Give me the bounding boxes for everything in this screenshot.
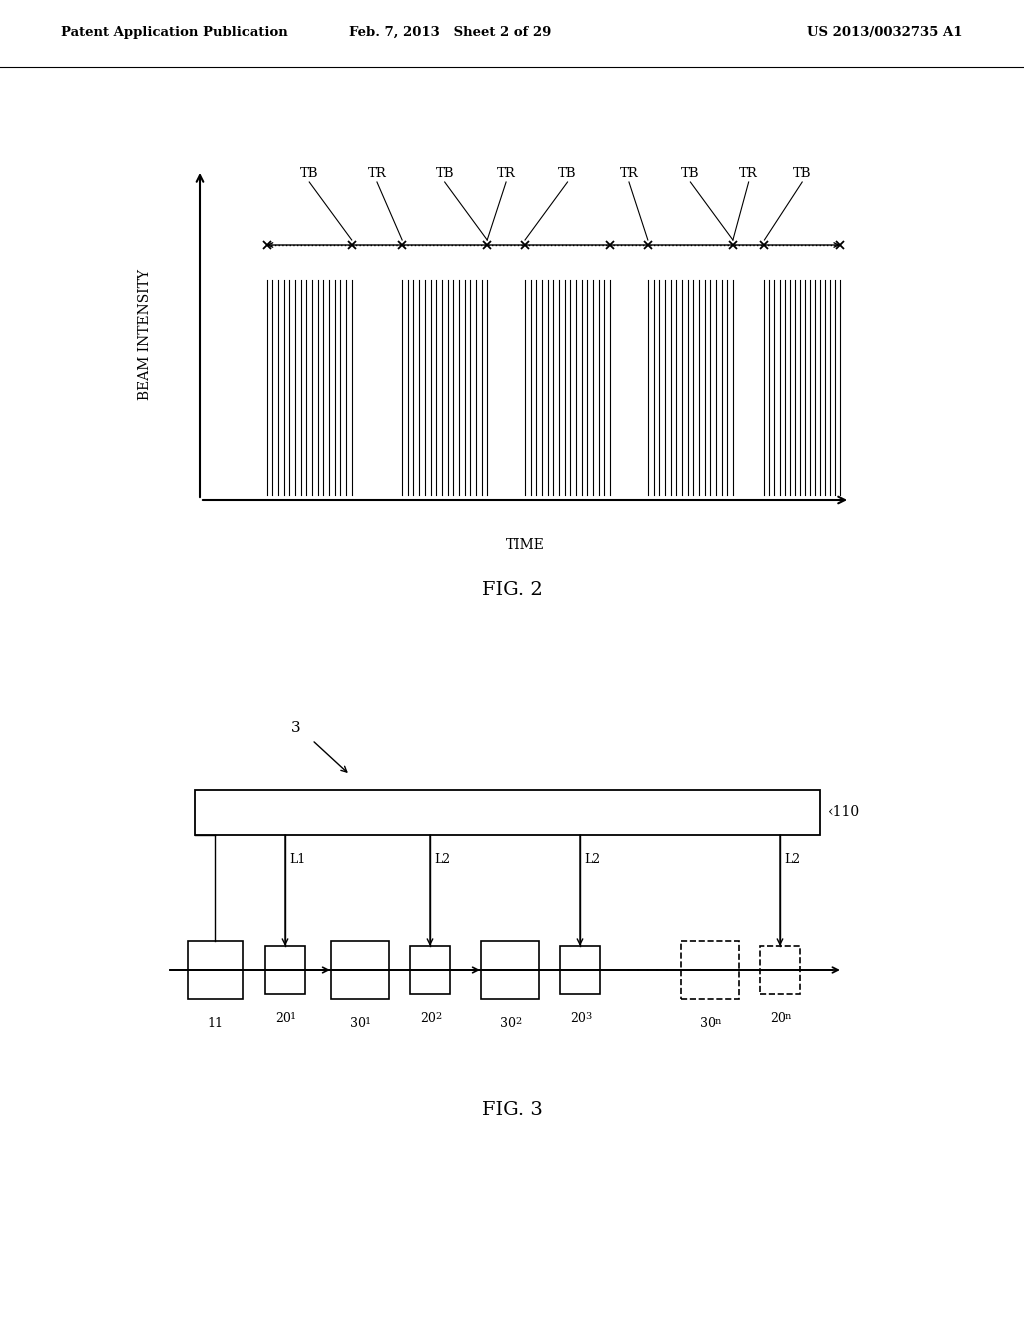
Text: 1: 1 xyxy=(365,1016,371,1026)
Text: . . . . .: . . . . . xyxy=(627,960,670,974)
Text: L2: L2 xyxy=(584,853,600,866)
Text: Feb. 7, 2013   Sheet 2 of 29: Feb. 7, 2013 Sheet 2 of 29 xyxy=(349,26,552,40)
Text: TR: TR xyxy=(368,168,386,180)
Text: BEAM INTENSITY: BEAM INTENSITY xyxy=(138,269,152,400)
Text: TB: TB xyxy=(300,168,318,180)
Text: ‹110: ‹110 xyxy=(828,805,860,820)
Text: TR: TR xyxy=(497,168,515,180)
Text: 20: 20 xyxy=(570,1012,586,1026)
Text: 2: 2 xyxy=(515,1016,521,1026)
Text: TR: TR xyxy=(620,168,638,180)
Text: 20: 20 xyxy=(770,1012,786,1026)
Text: US 2013/0032735 A1: US 2013/0032735 A1 xyxy=(807,26,963,40)
Text: L2: L2 xyxy=(784,853,800,866)
Bar xyxy=(481,941,539,999)
Text: 20: 20 xyxy=(420,1012,436,1026)
Text: 30: 30 xyxy=(350,1016,366,1030)
Text: 30: 30 xyxy=(700,1016,716,1030)
Bar xyxy=(681,941,739,999)
Text: Patent Application Publication: Patent Application Publication xyxy=(61,26,288,40)
Bar xyxy=(187,941,243,999)
Text: n: n xyxy=(715,1016,721,1026)
Bar xyxy=(560,946,600,994)
Text: L2: L2 xyxy=(434,853,451,866)
Text: 11: 11 xyxy=(207,1016,223,1030)
Bar xyxy=(331,941,389,999)
Text: 2: 2 xyxy=(435,1012,441,1020)
Bar xyxy=(265,946,305,994)
Bar xyxy=(195,789,820,836)
Text: 3: 3 xyxy=(585,1012,591,1020)
Bar xyxy=(760,946,800,994)
Text: L1: L1 xyxy=(289,853,305,866)
Text: 30: 30 xyxy=(500,1016,516,1030)
Text: TB: TB xyxy=(681,168,699,180)
Text: TIME: TIME xyxy=(506,539,545,552)
Text: 20: 20 xyxy=(275,1012,291,1026)
Text: 1: 1 xyxy=(290,1012,296,1020)
Text: TB: TB xyxy=(435,168,454,180)
Text: TB: TB xyxy=(793,168,811,180)
Text: TB: TB xyxy=(558,168,577,180)
Text: FIG. 3: FIG. 3 xyxy=(481,1101,543,1119)
Text: FIG. 2: FIG. 2 xyxy=(481,581,543,599)
Text: n: n xyxy=(784,1012,792,1020)
Text: TR: TR xyxy=(739,168,758,180)
Text: 3: 3 xyxy=(291,721,300,735)
Bar xyxy=(410,946,450,994)
